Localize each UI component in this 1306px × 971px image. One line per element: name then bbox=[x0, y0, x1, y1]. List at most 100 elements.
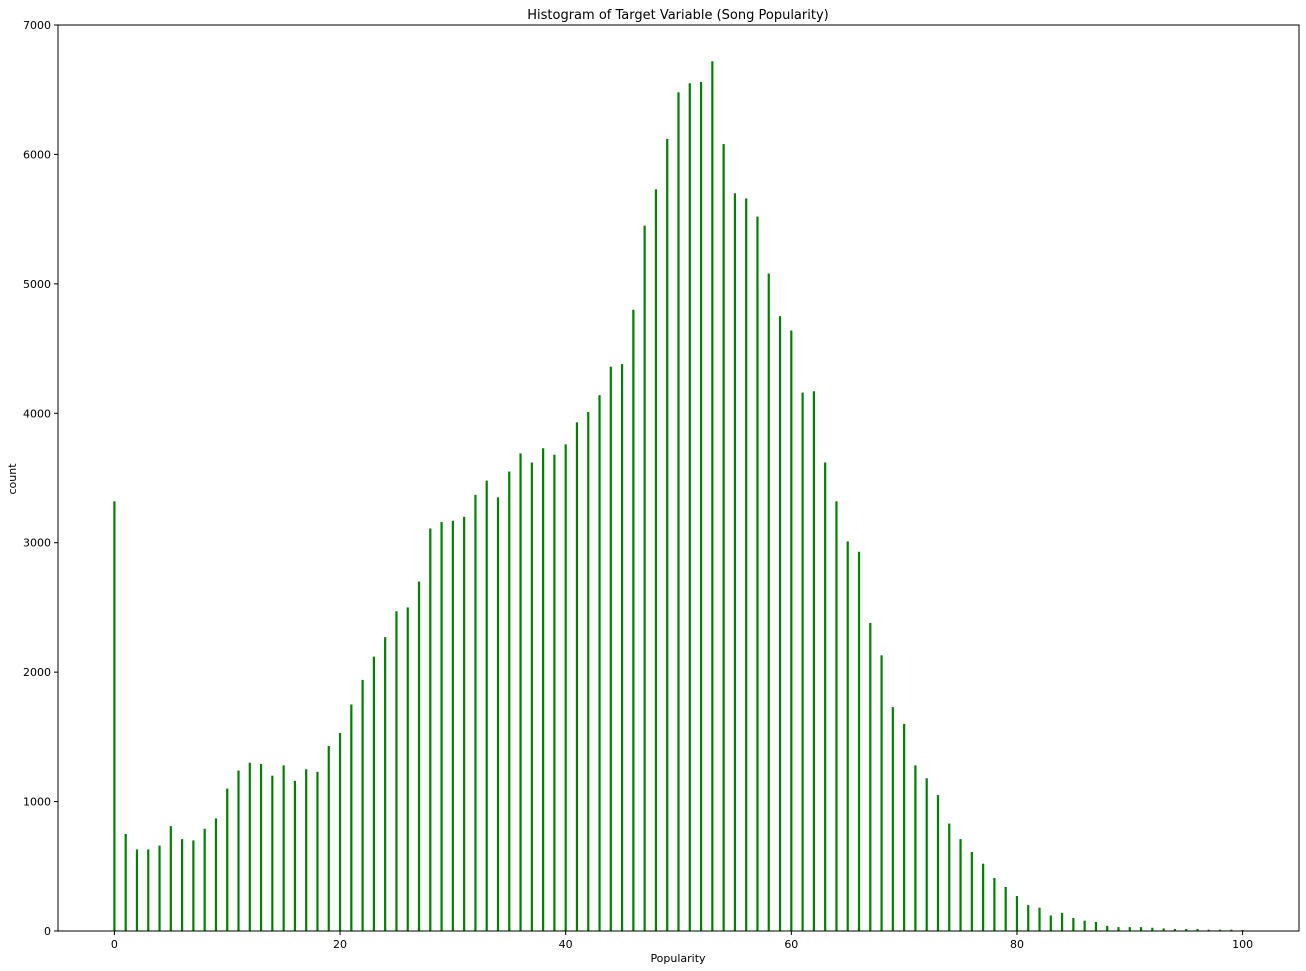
histogram-bar bbox=[553, 454, 556, 931]
histogram-bar bbox=[293, 780, 297, 931]
y-tick-label: 0 bbox=[44, 925, 51, 938]
y-tick-label: 7000 bbox=[23, 19, 51, 32]
histogram-bar bbox=[1218, 929, 1222, 931]
histogram-bar bbox=[756, 216, 759, 932]
histogram-bar bbox=[632, 309, 635, 931]
histogram-bar bbox=[361, 679, 364, 931]
histogram-bar bbox=[1083, 920, 1086, 931]
histogram-bar bbox=[970, 852, 973, 931]
y-axis-ticks: 0 1000 2000 3000 4000 5000 6000 7000 bbox=[23, 19, 58, 938]
x-tick-label: 100 bbox=[1232, 938, 1253, 951]
histogram-bar bbox=[1027, 905, 1030, 931]
histogram-bar bbox=[372, 656, 375, 931]
x-tick-label: 80 bbox=[1010, 938, 1024, 951]
histogram-bar bbox=[429, 528, 432, 931]
y-tick-label: 3000 bbox=[23, 537, 51, 550]
histogram-bar bbox=[474, 494, 477, 931]
histogram-bar bbox=[857, 551, 861, 931]
y-tick-label: 1000 bbox=[23, 796, 51, 809]
histogram-bar bbox=[192, 840, 195, 931]
histogram-bar bbox=[1162, 928, 1165, 931]
histogram-bar bbox=[169, 826, 172, 931]
y-axis-label: count bbox=[6, 463, 19, 495]
histogram-bar bbox=[564, 444, 567, 931]
histogram-bar bbox=[1230, 929, 1233, 931]
histogram-bar bbox=[654, 189, 658, 931]
histogram-bar bbox=[598, 395, 601, 931]
histogram-bar bbox=[282, 765, 285, 931]
x-axis-label: Popularity bbox=[650, 952, 706, 965]
histogram-bar bbox=[147, 849, 150, 931]
histogram-bar bbox=[237, 770, 240, 931]
histogram-bar bbox=[485, 480, 488, 931]
histogram-bar bbox=[1072, 918, 1075, 931]
bars-group bbox=[113, 61, 1244, 932]
histogram-bar bbox=[925, 778, 928, 931]
histogram-bar bbox=[936, 795, 940, 931]
histogram-bar bbox=[790, 330, 793, 931]
histogram-bar bbox=[1241, 929, 1244, 931]
histogram-bar bbox=[451, 520, 454, 931]
histogram-bar bbox=[914, 765, 917, 931]
histogram-bar bbox=[496, 497, 500, 931]
histogram-bar bbox=[688, 83, 691, 932]
histogram-bar bbox=[711, 61, 714, 932]
histogram-bar bbox=[1196, 929, 1199, 931]
histogram-bar bbox=[158, 845, 161, 931]
histogram-bar bbox=[1004, 886, 1007, 931]
histogram-bar bbox=[181, 839, 184, 931]
x-tick-label: 20 bbox=[333, 938, 347, 951]
histogram-bar bbox=[666, 138, 669, 931]
histogram-bar bbox=[1173, 929, 1176, 931]
histogram-bar bbox=[1185, 929, 1188, 931]
histogram-bar bbox=[1049, 915, 1052, 931]
histogram-bar bbox=[959, 839, 962, 931]
plot-frame bbox=[57, 24, 1300, 932]
histogram-bar bbox=[733, 193, 737, 931]
histogram-bar bbox=[259, 764, 263, 931]
histogram-bar bbox=[406, 607, 409, 931]
histogram-bar bbox=[891, 707, 894, 931]
x-tick-label: 0 bbox=[111, 938, 118, 951]
histogram-bar bbox=[903, 723, 906, 931]
histogram-bar bbox=[508, 471, 511, 931]
histogram-bar bbox=[135, 849, 139, 931]
histogram-bar bbox=[575, 422, 579, 931]
histogram-bar bbox=[869, 622, 872, 931]
histogram-bar bbox=[203, 828, 206, 931]
histogram-bar bbox=[248, 762, 251, 931]
histogram-bar bbox=[530, 462, 533, 931]
histogram-bar bbox=[1015, 896, 1019, 931]
x-axis-ticks: 0 20 40 60 80 100 bbox=[111, 931, 1253, 951]
histogram-bar bbox=[542, 448, 545, 931]
histogram-bar bbox=[801, 392, 804, 932]
x-tick-label: 60 bbox=[784, 938, 798, 951]
histogram-bar bbox=[305, 769, 308, 931]
histogram-bar bbox=[948, 823, 951, 931]
histogram-bar bbox=[214, 818, 218, 931]
histogram-bar bbox=[699, 81, 703, 931]
histogram-bar bbox=[1060, 912, 1064, 931]
histogram-bar bbox=[384, 637, 387, 931]
y-tick-label: 4000 bbox=[23, 407, 51, 420]
histogram-bar bbox=[113, 501, 116, 931]
histogram-bar bbox=[395, 611, 398, 931]
histogram-bar bbox=[417, 581, 421, 931]
y-tick-label: 2000 bbox=[23, 666, 51, 679]
histogram-bar bbox=[812, 391, 815, 931]
histogram-bar bbox=[519, 453, 522, 931]
histogram-bar bbox=[463, 516, 466, 931]
histogram-bar bbox=[677, 92, 680, 932]
histogram-bar bbox=[338, 732, 342, 931]
histogram-bar bbox=[316, 771, 319, 931]
histogram-bar bbox=[620, 364, 624, 932]
histogram-bar bbox=[1207, 929, 1210, 931]
histogram-bar bbox=[982, 863, 985, 931]
histogram-bar bbox=[1128, 927, 1131, 931]
histogram-bar bbox=[1117, 927, 1120, 931]
histogram-bar bbox=[993, 877, 996, 931]
histogram-bar bbox=[1094, 921, 1098, 931]
histogram-bar bbox=[880, 655, 883, 931]
y-tick-label: 5000 bbox=[23, 278, 51, 291]
